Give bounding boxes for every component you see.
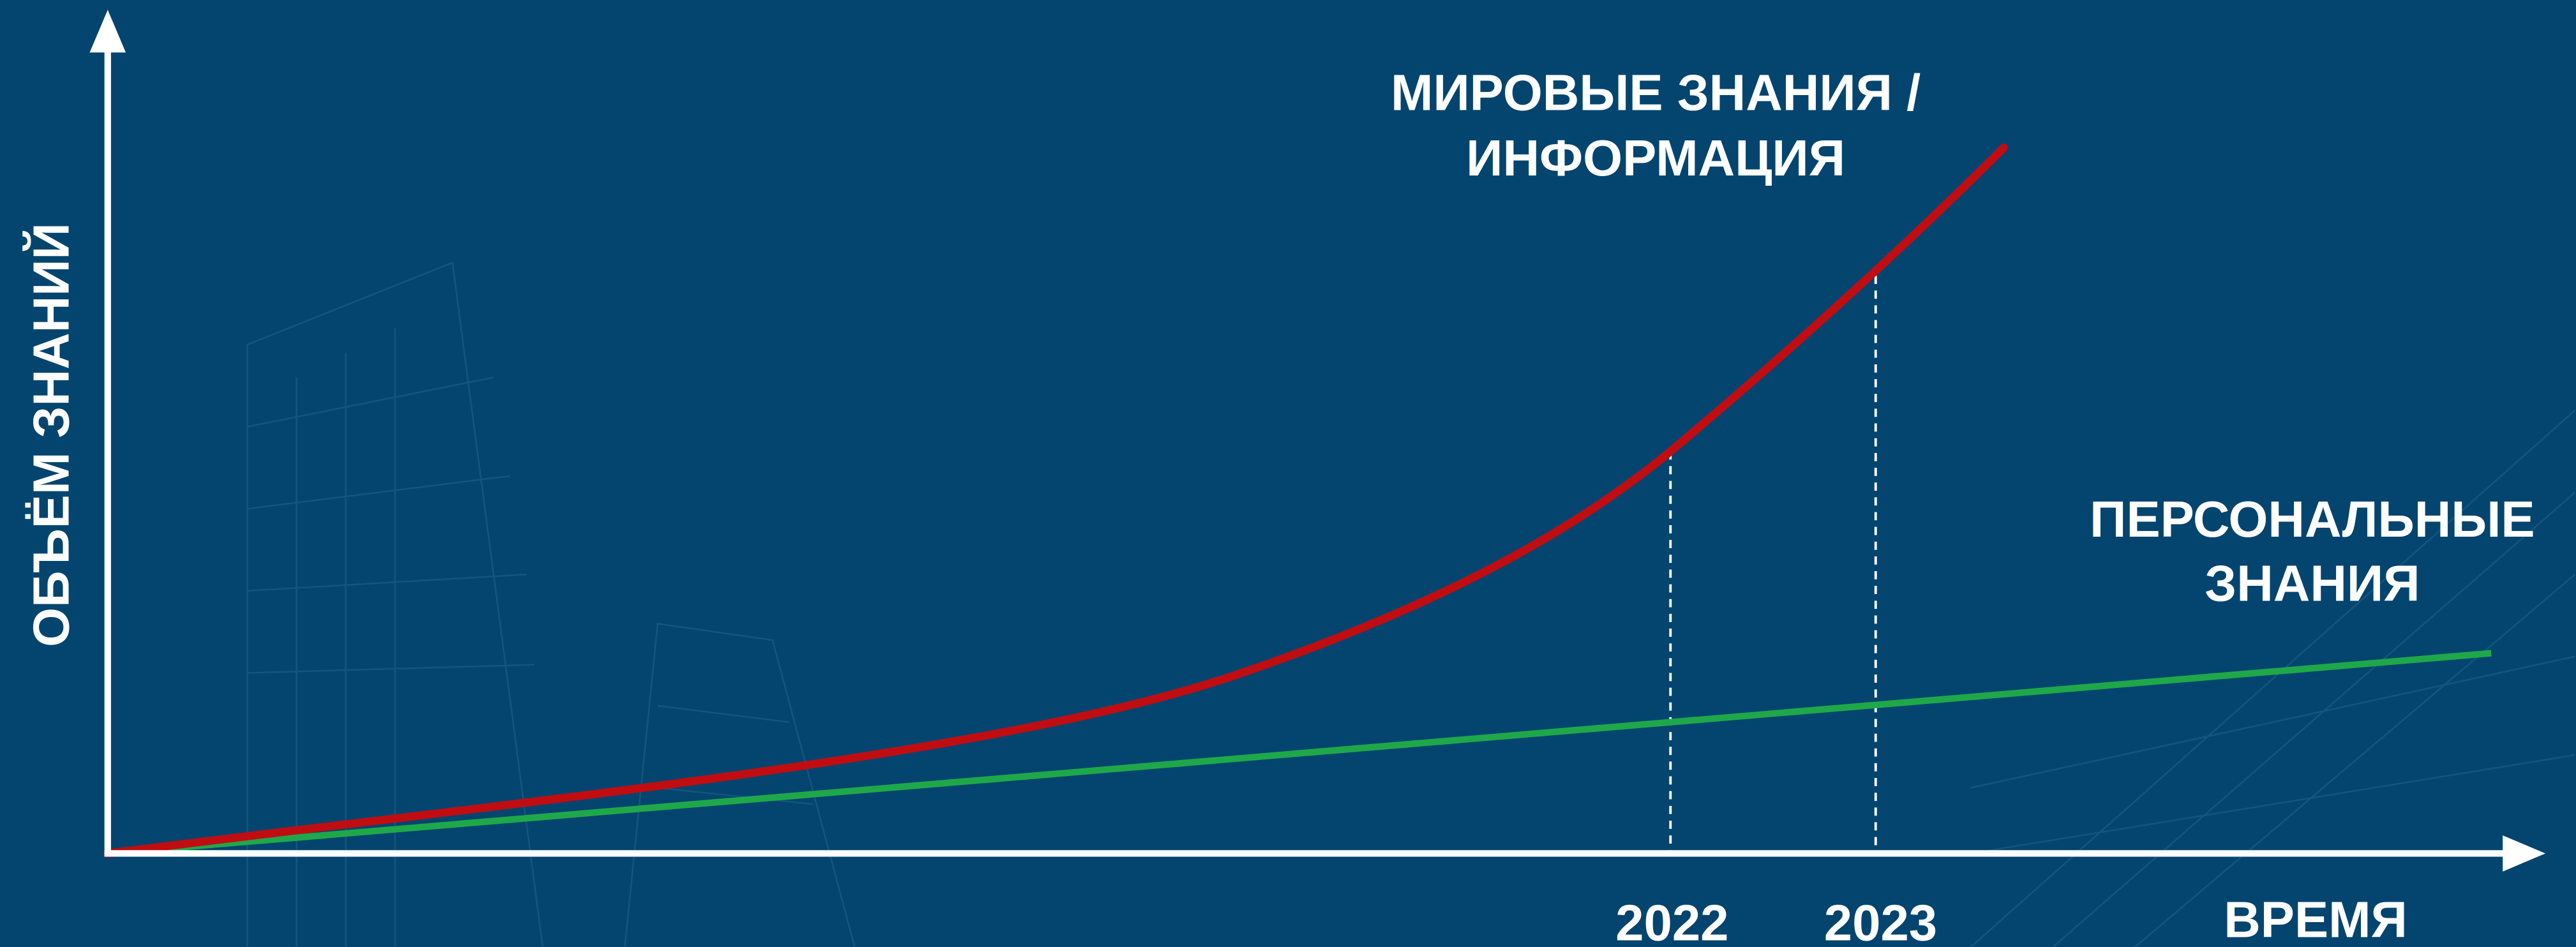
building-left bbox=[246, 261, 544, 947]
y-axis-label: ОБЪЁМ ЗНАНИЙ bbox=[22, 223, 80, 647]
personal-knowledge-curve bbox=[107, 650, 2492, 857]
world-knowledge-curve bbox=[103, 144, 2008, 858]
building-right bbox=[1970, 410, 2576, 947]
x-axis-label: ВРЕМЯ bbox=[2224, 891, 2408, 947]
background-buildings bbox=[246, 261, 2576, 947]
curve-label: ЗНАНИЯ bbox=[2205, 555, 2420, 611]
y-axis-arrow bbox=[89, 10, 126, 53]
year-label: 2023 bbox=[1824, 895, 1937, 947]
x-axis-arrow bbox=[2503, 835, 2546, 872]
curve-label: ПЕРСОНАЛЬНЫЕ bbox=[2090, 491, 2535, 548]
curve-label: МИРОВЫЕ ЗНАНИЯ / bbox=[1391, 64, 1921, 121]
year-label: 2022 bbox=[1615, 895, 1728, 947]
curve-label: ИНФОРМАЦИЯ bbox=[1466, 130, 1845, 186]
